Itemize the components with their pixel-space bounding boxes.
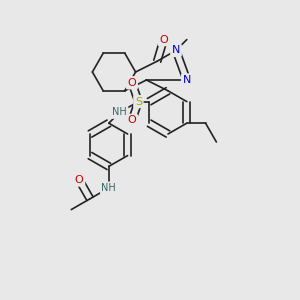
Text: O: O xyxy=(128,78,136,88)
Text: N: N xyxy=(183,75,191,85)
Text: NH: NH xyxy=(101,183,116,193)
Text: O: O xyxy=(128,116,136,125)
Text: N: N xyxy=(172,45,180,56)
Text: NH: NH xyxy=(112,107,127,117)
Text: S: S xyxy=(135,97,142,106)
Text: O: O xyxy=(159,34,168,45)
Text: O: O xyxy=(75,175,84,185)
